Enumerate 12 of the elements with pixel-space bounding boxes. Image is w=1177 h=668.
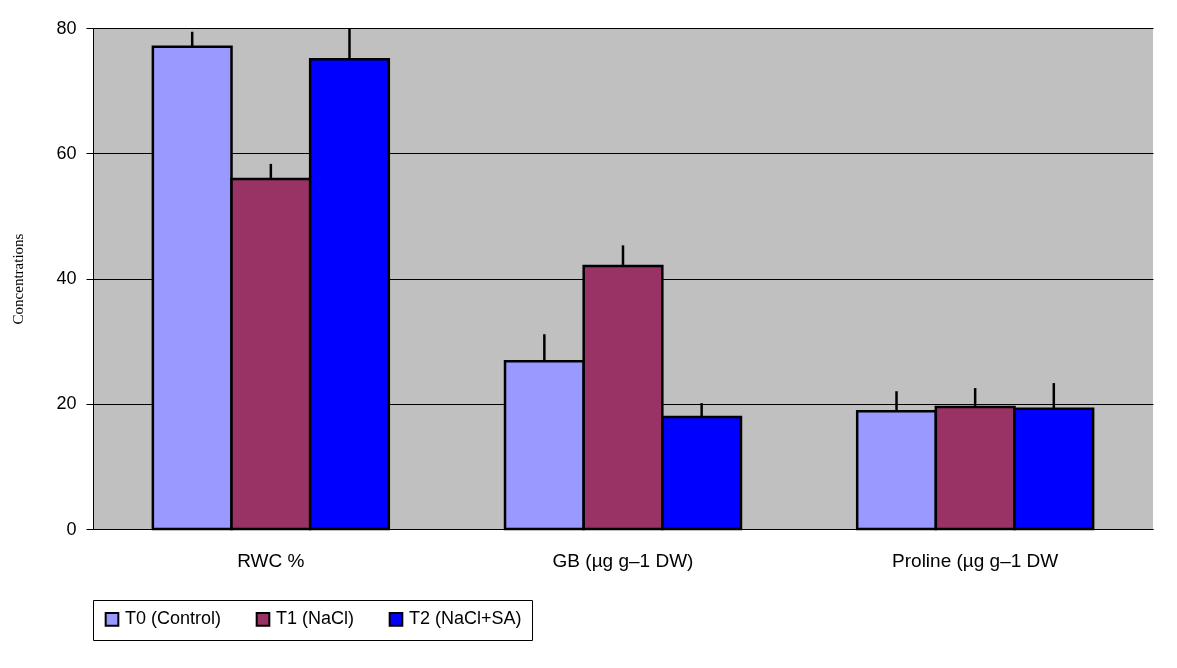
y-axis-title: Concentrations: [10, 233, 27, 325]
x-tick-label: RWC %: [237, 549, 305, 571]
x-tick-label: Proline (µg g–1 DW: [892, 549, 1059, 571]
y-tick-label: 0: [66, 518, 77, 539]
y-tick-label: 80: [56, 17, 77, 38]
x-tick-label: GB (µg g–1 DW): [552, 549, 694, 571]
legend-label: T1 (NaCl): [276, 608, 355, 629]
legend-label: T2 (NaCl+SA): [409, 608, 522, 629]
y-tick-label: 40: [56, 268, 77, 288]
y-tick-label: 20: [56, 393, 77, 414]
y-tick-label: 60: [56, 142, 77, 163]
legend-label: T0 (Control): [125, 608, 222, 629]
